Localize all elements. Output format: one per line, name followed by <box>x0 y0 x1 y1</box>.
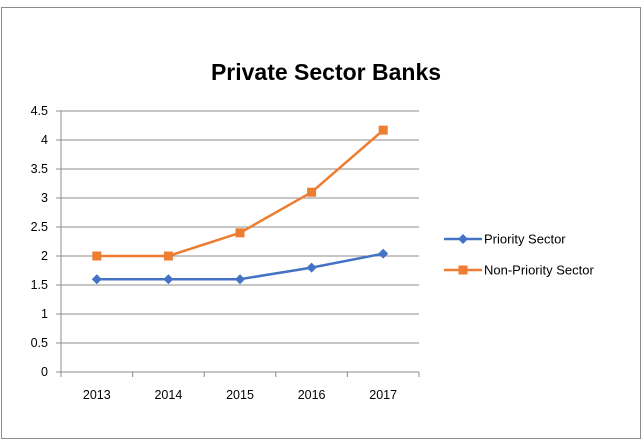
data-point <box>307 187 317 197</box>
y-tick-label: 1 <box>41 307 48 321</box>
data-point <box>163 274 174 285</box>
chart-title: Private Sector Banks <box>211 59 441 85</box>
data-point <box>163 251 173 261</box>
x-tick-label: 2016 <box>298 388 326 402</box>
series-1 <box>92 125 388 261</box>
series-layer <box>91 125 389 285</box>
legend-label: Priority Sector <box>484 232 566 247</box>
x-tick-label: 2015 <box>226 388 254 402</box>
data-point <box>235 274 245 285</box>
axes <box>56 110 420 377</box>
y-axis-ticks: 0 0.5 1 1.5 2 2.5 3 3.5 4 4.5 <box>31 104 48 379</box>
gridlines <box>61 110 419 344</box>
data-point <box>91 274 102 285</box>
y-tick-label: 4 <box>41 133 48 147</box>
y-tick-label: 3.5 <box>31 162 48 176</box>
x-tick-label: 2013 <box>83 388 111 402</box>
data-point <box>235 228 245 238</box>
y-tick-label: 4.5 <box>31 104 48 118</box>
legend-marker <box>458 234 468 244</box>
series-0 <box>91 248 389 285</box>
data-point <box>378 125 388 135</box>
y-tick-label: 2.5 <box>31 220 48 234</box>
y-tick-label: 0 <box>41 365 48 379</box>
chart-frame <box>1 7 641 439</box>
y-tick-label: 0.5 <box>31 336 48 350</box>
legend-item: Non-Priority Sector <box>444 263 594 278</box>
data-point <box>92 251 102 261</box>
y-tick-label: 3 <box>41 191 48 205</box>
data-point <box>378 248 389 259</box>
y-tick-label: 2 <box>41 249 48 263</box>
x-tick-label: 2017 <box>369 388 397 402</box>
data-point <box>306 262 317 273</box>
x-tick-label: 2014 <box>154 388 182 402</box>
legend: Priority Sector Non-Priority Sector <box>444 232 594 278</box>
y-tick-label: 1.5 <box>31 278 48 292</box>
legend-label: Non-Priority Sector <box>484 263 594 278</box>
x-axis-ticks: 2013 2014 2015 2016 2017 <box>83 388 397 402</box>
legend-marker <box>458 265 468 275</box>
legend-item: Priority Sector <box>444 232 566 247</box>
